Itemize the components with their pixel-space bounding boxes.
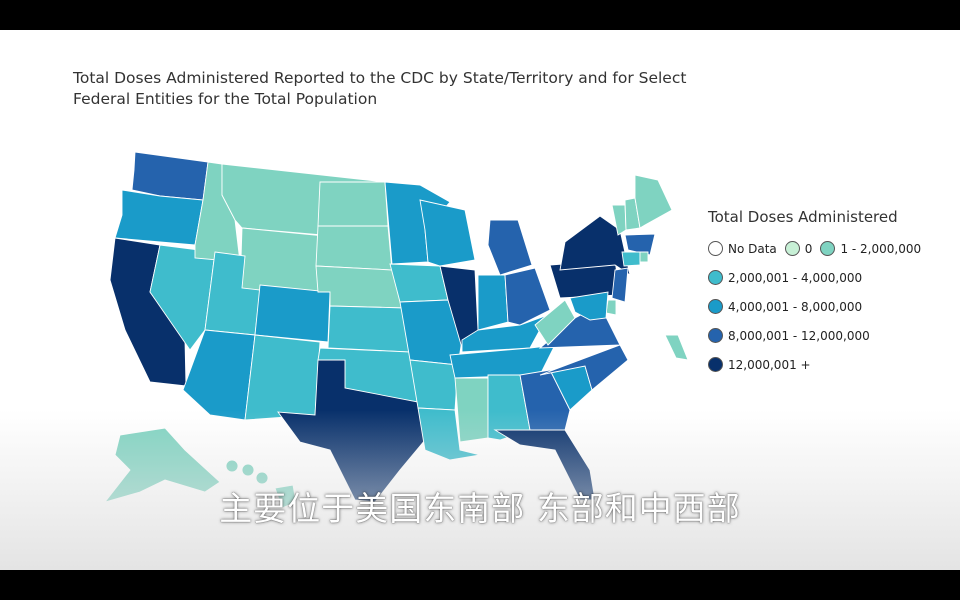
map-title: Total Doses Administered Reported to the… (73, 69, 687, 108)
state-wa (131, 151, 209, 201)
state-wy (239, 227, 326, 296)
legend: Total Doses Administered No Data 0 1 - 2… (708, 208, 948, 379)
legend-item-4-8m: 4,000,001 - 8,000,000 (708, 292, 948, 321)
hawaii-island-1 (225, 459, 239, 473)
legend-title: Total Doses Administered (708, 208, 898, 226)
state-nj (611, 267, 629, 303)
legend-label: 8,000,001 - 12,000,000 (728, 328, 870, 343)
state-nm (244, 334, 321, 421)
legend-label: 2,000,001 - 4,000,000 (728, 270, 863, 285)
state-wi (419, 199, 476, 267)
legend-item-2-4m: 2,000,001 - 4,000,000 (708, 263, 948, 292)
state-co (254, 284, 331, 343)
state-ms (454, 377, 489, 443)
legend-swatch (820, 241, 836, 256)
state-sd (315, 225, 393, 271)
state-ks (327, 305, 411, 353)
legend-swatch (708, 328, 723, 343)
state-wv (534, 299, 576, 346)
legend-item-8-12m: 8,000,001 - 12,000,000 (708, 321, 948, 350)
legend-item-zero: 0 (784, 241, 813, 256)
legend-item-12m-plus: 12,000,001 + (708, 350, 948, 379)
legend-swatch (708, 357, 723, 372)
state-nc (539, 344, 629, 391)
legend-item-no-data: No Data (708, 241, 777, 256)
state-ma (624, 233, 656, 256)
state-md (569, 291, 609, 321)
legend-swatch (708, 299, 723, 314)
legend-swatch (708, 241, 723, 256)
hawaii-island-2 (241, 463, 255, 477)
state-ar (409, 359, 459, 411)
legend-label: 4,000,001 - 8,000,000 (728, 299, 863, 314)
legend-swatch (784, 241, 800, 256)
state-tn (449, 344, 556, 379)
legend-label: No Data (728, 241, 777, 256)
state-me (634, 174, 673, 229)
video-frame: Total Doses Administered Reported to the… (0, 30, 960, 570)
state-oh (504, 267, 551, 326)
us-choropleth-map (103, 151, 689, 509)
legend-label: 1 - 2,000,000 (840, 241, 922, 256)
legend-item-1-2m: 1 - 2,000,000 (820, 241, 921, 256)
legend-label: 0 (804, 241, 813, 256)
state-ny (559, 215, 631, 276)
legend-label: 12,000,001 + (728, 357, 811, 372)
state-in (477, 274, 509, 331)
video-subtitle: 主要位于美国东南部 东部和中西部 (219, 489, 741, 528)
state-ct (621, 251, 641, 267)
state-ri (639, 251, 649, 263)
legend-swatch (708, 270, 723, 285)
state-pr (664, 334, 689, 361)
legend-row: No Data 0 1 - 2,000,000 (708, 234, 948, 263)
state-mo (399, 299, 463, 366)
state-ia (389, 263, 449, 303)
state-mi (487, 219, 533, 276)
state-nd (317, 181, 389, 227)
